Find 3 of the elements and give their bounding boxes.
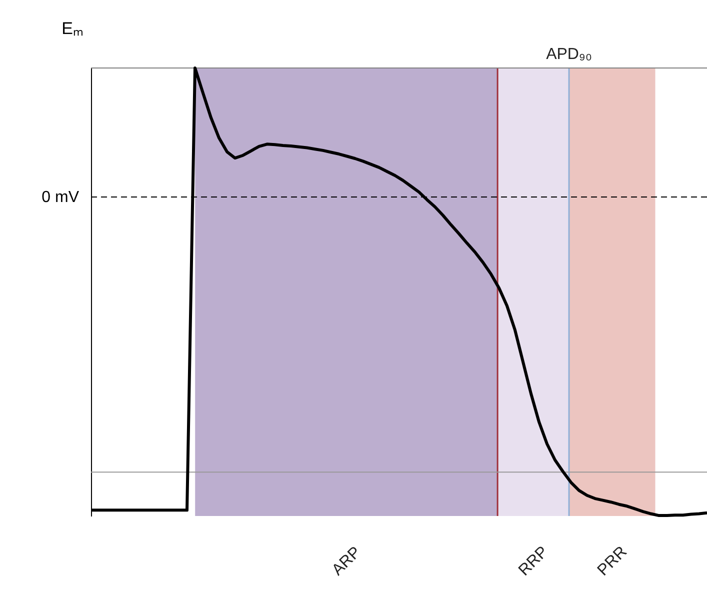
ref-line-label: 0 mV	[42, 189, 80, 206]
y-axis-title: Eₘ	[62, 19, 83, 38]
text: APD₉₀	[546, 46, 592, 63]
